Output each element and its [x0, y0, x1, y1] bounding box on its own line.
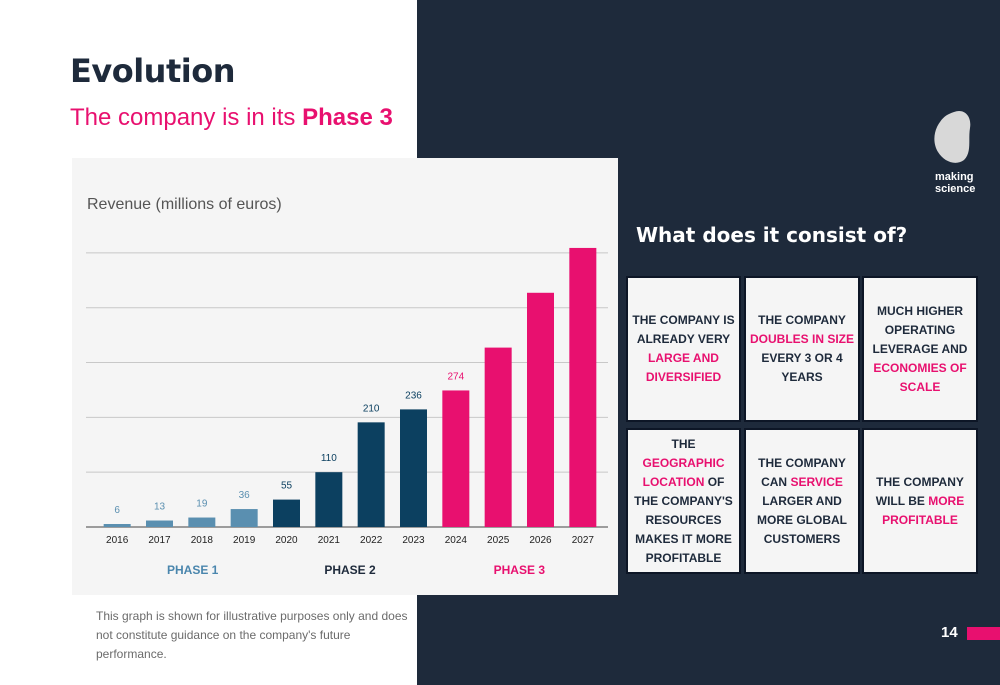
bar-2023 [400, 409, 427, 527]
revenue-chart-card: Revenue (millions of euros) 6 2016 13 2017 19… [72, 158, 618, 595]
disclaimer-text: This graph is shown for illustrative pur… [96, 609, 408, 661]
card-text-segment: THE [671, 436, 696, 451]
bar-2022 [357, 422, 385, 527]
bar-2020 [273, 499, 300, 527]
card-text-segment: EVERY 3 OR 4 YEARS [761, 351, 843, 384]
card-text-segment: MUCH HIGHER OPERATING LEVERAGE AND [872, 303, 968, 356]
x-tick-label-2016: 2016 [106, 535, 129, 546]
feature-card-geographic-location: THE GEOGRAPHIC LOCATION OF THE COMPANY'S… [626, 428, 741, 574]
phase-label-2: PHASE 2 [324, 563, 376, 577]
phase-label-1: PHASE 1 [167, 563, 219, 577]
card-text: THE COMPANY WILL BE MORE PROFITABLE [868, 473, 972, 530]
logo-line-1: making [935, 171, 974, 183]
data-label-2021: 110 [321, 453, 337, 464]
card-text-highlight: LARGE AND DIVERSIFIED [645, 351, 722, 384]
card-text: THE COMPANY DOUBLES IN SIZE EVERY 3 OR 4… [750, 311, 854, 387]
card-text-highlight: MORE PROFITABLE [882, 493, 965, 527]
card-text-segment: THE COMPANY [758, 313, 846, 327]
x-tick-label-2024: 2024 [445, 535, 468, 546]
bar-2026 [527, 292, 554, 527]
chart-title: Revenue (millions of euros) [87, 196, 282, 213]
data-label-2024: 274 [447, 371, 464, 382]
x-tick-label-2022: 2022 [360, 535, 383, 546]
bar-2017 [146, 520, 173, 527]
logo-line-2: science [935, 183, 976, 195]
data-label-2020: 55 [281, 481, 293, 492]
feature-card-economies-of-scale: MUCH HIGHER OPERATING LEVERAGE AND ECONO… [862, 276, 978, 422]
data-label-2023: 236 [405, 390, 422, 401]
data-label-2019: 36 [239, 490, 251, 501]
card-text: THE COMPANY IS ALREADY VERY LARGE AND DI… [632, 311, 735, 387]
making-science-logo-icon [934, 110, 971, 163]
card-text: THE GEOGRAPHIC LOCATION OF THE COMPANY'S… [632, 435, 735, 568]
subtitle-highlight: Phase 3 [302, 104, 393, 131]
section-heading: What does it consist of? [636, 223, 908, 247]
data-label-2017: 13 [154, 502, 166, 513]
card-text-segment: OF THE COMPANY'S RESOURCES MAKES IT MORE… [634, 474, 733, 565]
bar-2016 [103, 524, 131, 527]
bar-2025 [484, 347, 512, 527]
data-label-2016: 6 [114, 505, 120, 516]
x-tick-label-2026: 2026 [529, 535, 552, 546]
card-text-highlight: GEOGRAPHIC LOCATION [642, 455, 725, 489]
x-tick-label-2023: 2023 [402, 535, 425, 546]
phase-label-3: PHASE 3 [494, 563, 546, 577]
bar-2027 [569, 247, 597, 527]
page-accent-bar [967, 627, 1000, 640]
card-text: MUCH HIGHER OPERATING LEVERAGE AND ECONO… [868, 302, 972, 397]
page-subtitle: The company is in its Phase 3 [70, 104, 393, 132]
bar-2021 [315, 472, 343, 527]
feature-card-large-diversified: THE COMPANY IS ALREADY VERY LARGE AND DI… [626, 276, 741, 422]
card-text: THE COMPANY CAN SERVICE LARGER AND MORE … [750, 454, 854, 549]
x-tick-label-2017: 2017 [148, 535, 171, 546]
x-tick-label-2027: 2027 [572, 535, 595, 546]
bar-2018 [188, 517, 216, 527]
x-tick-label-2018: 2018 [191, 535, 214, 546]
page-title: Evolution [70, 52, 235, 90]
page-number: 14 [941, 624, 958, 641]
feature-card-service-customers: THE COMPANY CAN SERVICE LARGER AND MORE … [744, 428, 860, 574]
card-text-highlight: DOUBLES IN SIZE [750, 332, 855, 346]
x-tick-label-2021: 2021 [318, 535, 341, 546]
card-text-segment: THE COMPANY IS ALREADY VERY [632, 313, 735, 346]
bar-2024 [442, 390, 470, 527]
x-tick-label-2020: 2020 [275, 535, 298, 546]
bar-2019 [230, 509, 258, 527]
logo-wordmark: making science [935, 171, 975, 195]
x-tick-label-2019: 2019 [233, 535, 256, 546]
feature-card-more-profitable: THE COMPANY WILL BE MORE PROFITABLE [862, 428, 978, 574]
feature-card-doubles-size: THE COMPANY DOUBLES IN SIZE EVERY 3 OR 4… [744, 276, 860, 422]
subtitle-prefix: The company is in its [70, 104, 303, 131]
data-label-2022: 210 [363, 403, 380, 414]
card-text-segment: THE COMPANY WILL BE [875, 474, 964, 508]
data-label-2018: 19 [196, 499, 208, 510]
card-text-highlight: SERVICE [790, 474, 843, 489]
x-tick-label-2025: 2025 [487, 535, 510, 546]
card-text-segment: LARGER AND MORE GLOBAL CUSTOMERS [757, 493, 847, 546]
card-text-segment: THE COMPANY CAN [758, 455, 846, 489]
revenue-chart: Revenue (millions of euros) 6 2016 13 2017 19… [86, 196, 608, 577]
card-text-highlight: ECONOMIES OF SCALE [873, 360, 967, 394]
